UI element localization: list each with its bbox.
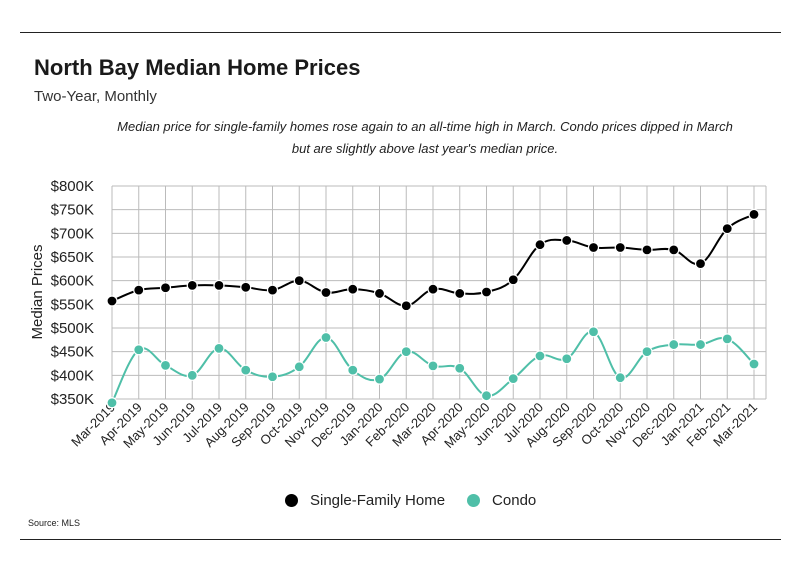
data-point-single-family	[293, 275, 305, 287]
y-tick-label: $450K	[51, 344, 94, 361]
data-point-condo	[641, 346, 653, 358]
legend-label-single-family: Single-Family Home	[310, 492, 446, 509]
y-tick-label: $400K	[51, 367, 94, 384]
data-point-condo	[668, 338, 680, 351]
data-point-single-family	[186, 279, 198, 291]
data-point-single-family	[454, 287, 466, 300]
data-point-condo	[266, 371, 279, 383]
data-point-single-family	[400, 300, 412, 312]
chart-title: North Bay Median Home Prices	[34, 55, 361, 80]
legend-item-condo: Condo	[467, 492, 536, 509]
data-point-condo	[480, 390, 493, 402]
data-point-single-family	[320, 286, 332, 299]
bottom-rule	[20, 539, 781, 540]
data-point-condo	[320, 331, 332, 344]
data-point-single-family	[213, 279, 225, 291]
chart-subtitle: Two-Year, Monthly	[34, 88, 157, 105]
data-point-condo	[614, 372, 626, 384]
data-point-condo	[534, 350, 546, 362]
data-point-condo	[347, 364, 359, 376]
data-point-single-family	[266, 284, 279, 296]
legend-label-condo: Condo	[492, 492, 537, 509]
data-point-condo	[106, 397, 118, 409]
legend-marker-condo	[467, 494, 481, 507]
data-point-single-family	[347, 283, 359, 295]
data-point-condo	[507, 373, 519, 385]
data-point-condo	[694, 338, 707, 351]
data-point-single-family	[641, 244, 653, 256]
data-point-condo	[400, 346, 412, 358]
legend-item-single-family: Single-Family Home	[285, 492, 445, 509]
data-point-condo	[587, 326, 600, 338]
data-point-condo	[454, 362, 466, 374]
y-tick-label: $700K	[51, 225, 94, 242]
data-point-condo	[561, 353, 573, 365]
data-point-single-family	[159, 282, 172, 294]
data-point-condo	[427, 360, 439, 372]
data-point-single-family	[373, 287, 386, 300]
chart-note: Median price for single-family homes ros…	[117, 119, 733, 156]
data-point-single-family	[668, 244, 680, 256]
legend-marker-single-family	[285, 494, 298, 507]
data-point-single-family	[587, 241, 600, 254]
data-point-single-family	[694, 258, 707, 270]
y-axis-label: Median Prices	[29, 244, 46, 339]
data-point-condo	[293, 361, 305, 373]
y-tick-label: $800K	[51, 178, 94, 195]
data-point-single-family	[480, 286, 493, 298]
data-point-single-family	[721, 223, 733, 235]
data-point-condo	[373, 373, 386, 385]
data-point-single-family	[427, 283, 439, 295]
data-point-condo	[240, 364, 252, 376]
y-tick-label: $550K	[51, 296, 94, 313]
data-point-condo	[159, 359, 172, 371]
top-rule	[20, 32, 781, 33]
data-point-single-family	[614, 241, 626, 254]
source-note: Source: MLS	[28, 518, 81, 528]
data-point-single-family	[240, 281, 252, 293]
data-point-single-family	[534, 239, 546, 251]
data-point-condo	[721, 333, 733, 345]
data-point-single-family	[106, 295, 118, 307]
data-point-single-family	[133, 284, 145, 296]
data-point-single-family	[507, 274, 519, 286]
y-tick-label: $500K	[51, 320, 94, 337]
legend: Single-Family Home Condo	[285, 492, 558, 509]
data-point-single-family	[561, 234, 573, 247]
data-point-condo	[186, 369, 198, 381]
data-point-condo	[133, 344, 145, 356]
y-tick-label: $350K	[51, 391, 94, 408]
data-point-condo	[213, 342, 225, 354]
data-point-single-family	[748, 208, 760, 220]
y-tick-label: $750K	[51, 202, 94, 219]
y-tick-label: $650K	[51, 249, 94, 266]
data-point-condo	[748, 358, 760, 370]
y-tick-label: $600K	[51, 273, 94, 290]
